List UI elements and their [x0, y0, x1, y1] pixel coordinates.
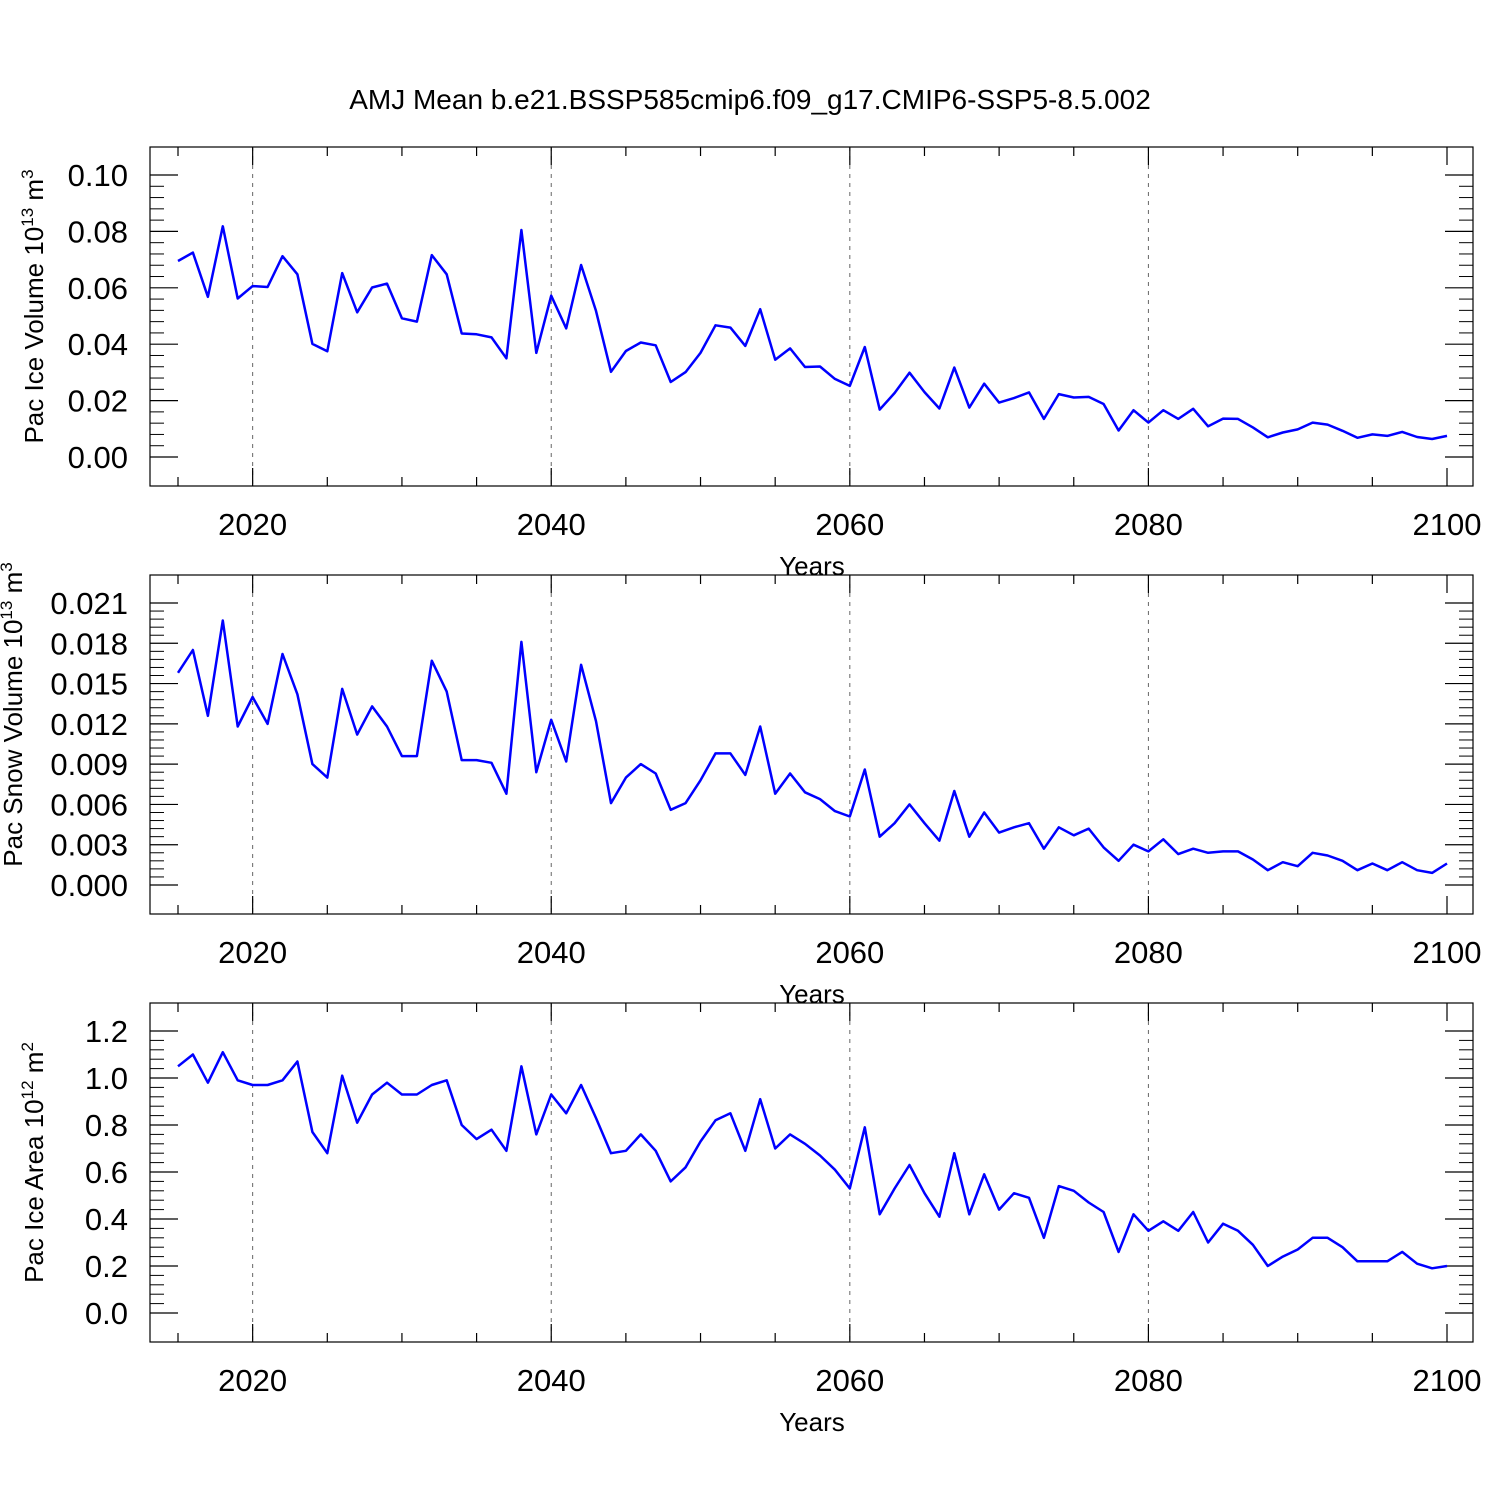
y-tick-label: 0.021 [50, 586, 128, 621]
y-tick-label: 0.8 [85, 1108, 128, 1143]
y-tick-label: 0.04 [68, 327, 128, 362]
x-tick-label: 2040 [517, 507, 586, 542]
panel-2: 0.000 0.003 0.006 0.009 0.012 0.015 0.018 0.021… [0, 562, 1481, 1009]
plot-frame [149, 1002, 1474, 1343]
y-tick-label: 0.08 [68, 214, 128, 249]
panel-3: 0.0 0.2 0.4 0.6 0.8 1.0 1.2 2020 2040 2060 2080 210… [18, 1002, 1482, 1437]
x-tick-label: 2080 [1114, 507, 1183, 542]
x-tick-label: 2100 [1413, 1363, 1482, 1398]
series-line [177, 1050, 1448, 1270]
y-tick-label: 0.000 [50, 868, 128, 903]
y-tick-label: 0.003 [50, 828, 128, 863]
x-axis-label: Years [779, 551, 845, 581]
plot-frame [149, 574, 1474, 915]
x-tick-label: 2020 [218, 507, 287, 542]
y-tick-label: 0.009 [50, 747, 128, 782]
plot-frame [149, 146, 1474, 487]
panel-1: 0.00 0.02 0.04 0.06 0.08 0.10 2020 2040 2060 2080… [18, 146, 1482, 581]
x-tick-label: 2040 [517, 1363, 586, 1398]
y-tick-label: 0.06 [68, 271, 128, 306]
y-tick-label: 0.006 [50, 787, 128, 822]
y-tick-label: 0.2 [85, 1249, 128, 1284]
y-tick-label: 1.2 [85, 1014, 128, 1049]
x-axis-label: Years [779, 979, 845, 1009]
y-tick-label: 0.0 [85, 1296, 128, 1331]
x-tick-label: 2100 [1413, 507, 1482, 542]
y-tick-label: 0.4 [85, 1202, 128, 1237]
y-tick-label: 0.00 [68, 440, 128, 475]
y-axis-label: Pac Snow Volume 1013 m3 [0, 562, 28, 866]
x-tick-label: 2060 [815, 1363, 884, 1398]
x-tick-label: 2040 [517, 935, 586, 970]
x-tick-label: 2060 [815, 507, 884, 542]
y-tick-label: 0.012 [50, 707, 128, 742]
y-tick-label: 0.6 [85, 1155, 128, 1190]
x-tick-label: 2060 [815, 935, 884, 970]
y-tick-label: 0.015 [50, 667, 128, 702]
y-tick-label: 0.018 [50, 626, 128, 661]
x-axis-label: Years [779, 1407, 845, 1437]
y-axis-label: Pac Ice Volume 1013 m3 [18, 169, 49, 443]
x-tick-label: 2080 [1114, 935, 1183, 970]
y-tick-label: 0.10 [68, 158, 128, 193]
x-tick-label: 2080 [1114, 1363, 1183, 1398]
chart-title: AMJ Mean b.e21.BSSP585cmip6.f09_g17.CMIP… [349, 84, 1151, 115]
y-axis-label: Pac Ice Area 1012 m2 [18, 1042, 49, 1283]
x-tick-label: 2100 [1413, 935, 1482, 970]
x-tick-label: 2020 [218, 935, 287, 970]
series-line [177, 225, 1448, 441]
x-tick-label: 2020 [218, 1363, 287, 1398]
y-tick-label: 0.02 [68, 384, 128, 419]
series-line [176, 619, 1448, 875]
y-tick-label: 1.0 [85, 1061, 128, 1096]
